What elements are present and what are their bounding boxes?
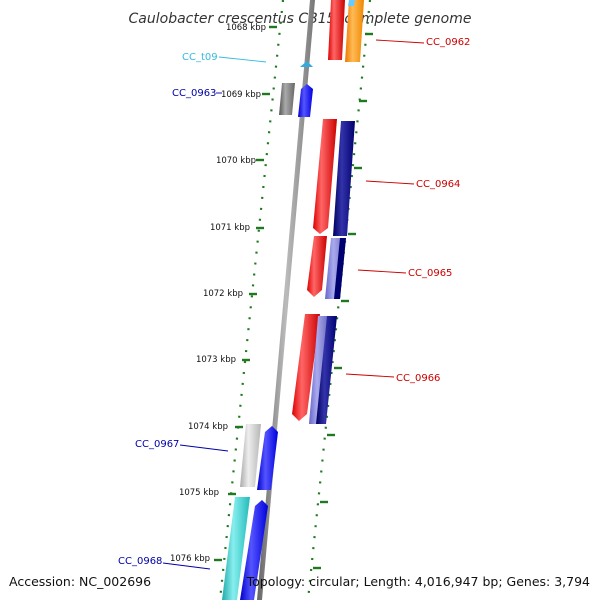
position-label: 1074 kbp [188, 422, 228, 432]
position-labels: 1068 kbp 1069 kbp 1070 kbp 1071 kbp 1072… [170, 23, 266, 564]
cds-cc0967-lightgray [240, 424, 261, 487]
cds-cc0965-navy-edge [334, 238, 346, 299]
accession-text: Accession: NC_002696 [9, 574, 152, 589]
leader-cc0967 [179, 444, 229, 452]
position-label: 1075 kbp [179, 488, 219, 498]
cds-cc0966-navy [316, 316, 337, 424]
gene-label-cc0962[interactable]: CC_0962 [426, 37, 470, 48]
position-label: 1072 kbp [203, 289, 243, 299]
features [222, 0, 364, 600]
cds-cc0962-orange [345, 0, 364, 62]
cds-cc0963-blue [298, 84, 313, 117]
leader-cc0962 [375, 39, 425, 44]
gene-labels: CC_0962 CC_t09 CC_0963 CC_0964 CC_0965 C… [118, 37, 470, 570]
major-ticks-left [214, 25, 277, 562]
topology-text: Topology: circular; Length: 4,016,947 bp… [246, 574, 590, 589]
cds-cc0962-red [328, 0, 345, 60]
leader-cc0965 [357, 269, 407, 274]
position-label: 1076 kbp [170, 554, 210, 564]
cds-cc0965-red [307, 236, 327, 297]
cds-cc0964-navy [333, 121, 355, 236]
gene-label-cc0966[interactable]: CC_0966 [396, 373, 440, 384]
right-tick-guide [306, 0, 372, 600]
gene-label-cc0965[interactable]: CC_0965 [408, 268, 452, 279]
position-label: 1068 kbp [226, 23, 266, 33]
major-ticks-right [313, 32, 373, 570]
position-label: 1071 kbp [210, 223, 250, 233]
map-title: Caulobacter crescentus CB15, complete ge… [129, 11, 472, 27]
leader-cc-t09 [218, 56, 267, 63]
gene-label-cc0967[interactable]: CC_0967 [135, 439, 179, 450]
trna-cc-t09 [300, 61, 313, 67]
leader-cc0966 [345, 373, 395, 378]
gene-label-cc0968[interactable]: CC_0968 [118, 556, 162, 567]
cds-cc0966-red [292, 314, 320, 421]
cds-cc0966-navy-light [309, 316, 329, 424]
left-tick-guide [218, 0, 285, 600]
cds-cc0968-cyan [222, 497, 250, 600]
leader-cc0968 [162, 562, 211, 570]
gene-label-cc0963[interactable]: CC_0963 [172, 88, 216, 99]
cds-cc0964-red [313, 119, 337, 234]
position-label: 1073 kbp [196, 355, 236, 365]
cds-cc0967-blue [257, 426, 278, 490]
cds-cc0963-gray [279, 83, 295, 115]
cds-cc0968-blue [240, 500, 268, 600]
position-label: 1069 kbp [221, 90, 261, 100]
gene-label-cc-t09[interactable]: CC_t09 [182, 52, 218, 63]
leader-cc0964 [365, 180, 415, 185]
position-label: 1070 kbp [216, 156, 256, 166]
cds-top-blue [348, 0, 355, 6]
gene-label-cc0964[interactable]: CC_0964 [416, 179, 460, 190]
